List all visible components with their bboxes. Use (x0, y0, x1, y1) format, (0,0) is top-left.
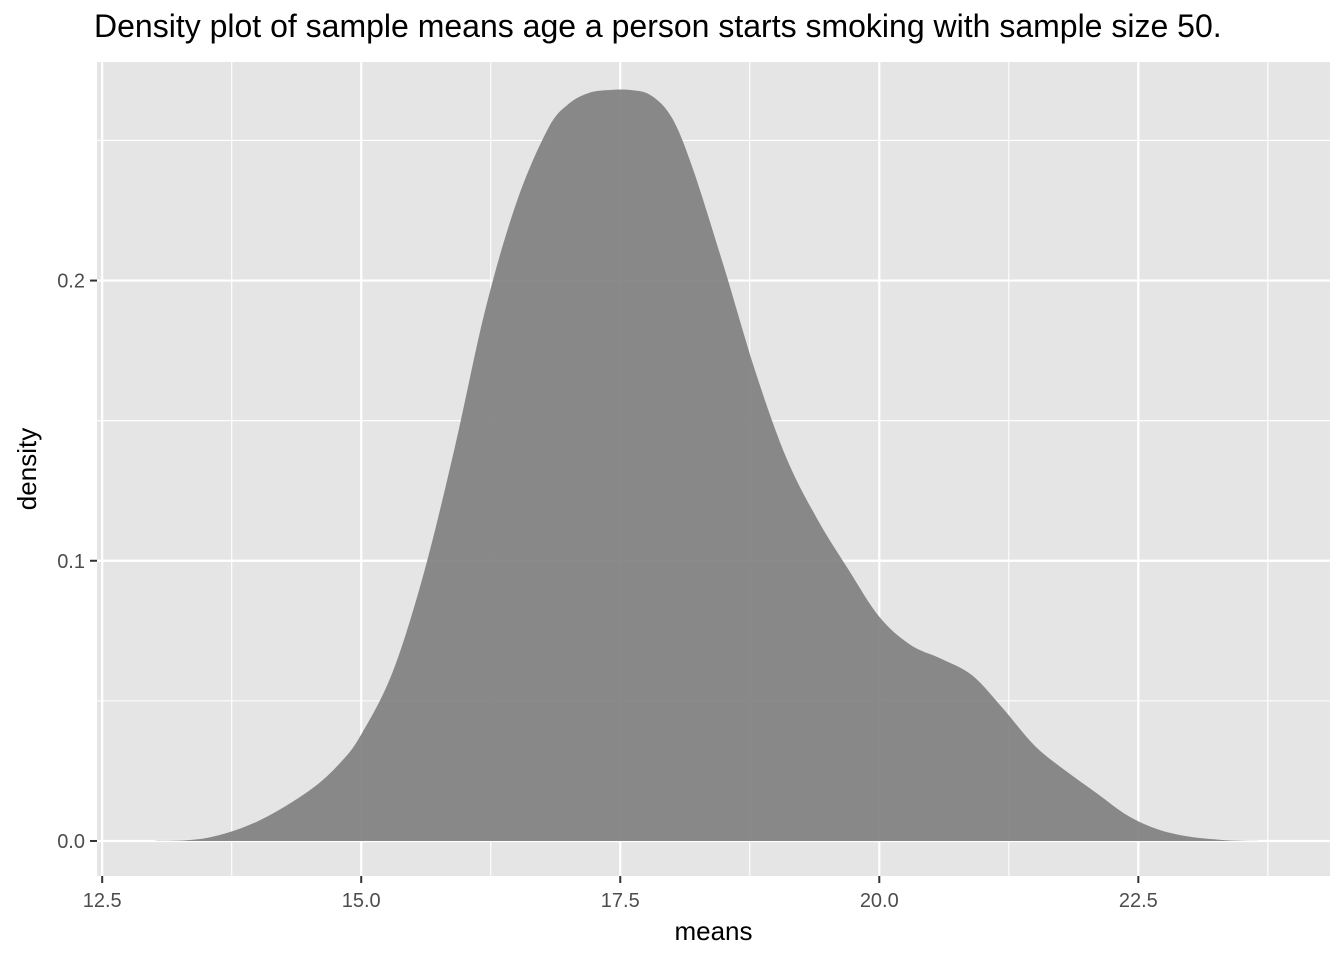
y-tick-label: 0.2 (57, 271, 85, 293)
x-tick-label: 22.5 (1119, 890, 1158, 912)
y-tick-label: 0.0 (57, 831, 85, 853)
density-area (153, 89, 1274, 841)
y-axis-title: density (12, 428, 42, 510)
x-tick-label: 12.5 (83, 890, 122, 912)
x-tick-label: 15.0 (342, 890, 381, 912)
chart-title: Density plot of sample means age a perso… (94, 8, 1222, 44)
x-axis-title: means (674, 916, 752, 946)
x-tick-label: 20.0 (860, 890, 899, 912)
data-layer (153, 89, 1274, 841)
y-tick-label: 0.1 (57, 551, 85, 573)
axis-layer: 12.5 15.0 17.5 20.0 22.5 0.0 0.1 0.2 (57, 271, 1158, 912)
x-tick-label: 17.5 (601, 890, 640, 912)
